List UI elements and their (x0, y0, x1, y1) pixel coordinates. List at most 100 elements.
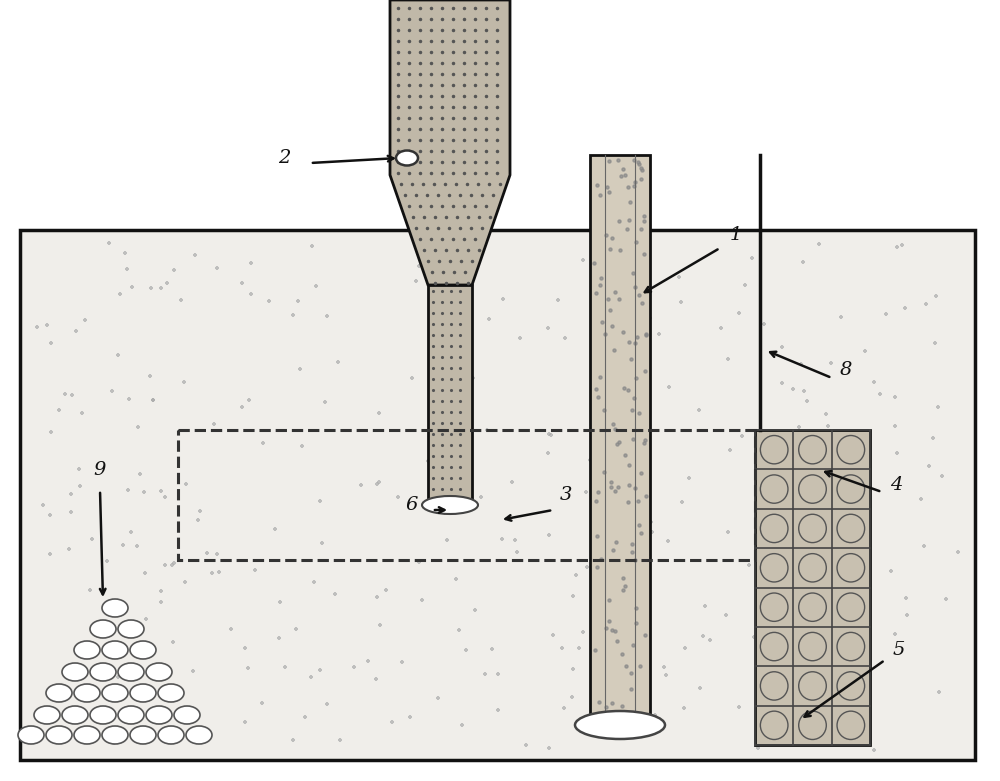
Point (578, 485, 594, 497)
Point (446, 326, 462, 338)
Point (604, 697, 620, 709)
Point (624, 546, 640, 558)
Point (590, 486, 606, 498)
Point (360, 654, 376, 667)
Point (615, 326, 631, 338)
Point (899, 608, 915, 621)
Point (490, 668, 506, 680)
Point (623, 683, 639, 695)
Point (138, 612, 154, 625)
Point (153, 596, 169, 608)
Point (591, 696, 607, 708)
Point (611, 293, 627, 305)
Point (798, 738, 814, 751)
Point (620, 181, 636, 194)
Point (611, 465, 627, 478)
Bar (590, 155, 650, 715)
Point (589, 561, 605, 573)
Point (627, 482, 643, 494)
Point (159, 276, 175, 289)
Point (630, 252, 646, 265)
Point (894, 239, 910, 251)
Point (615, 162, 631, 175)
Point (621, 214, 637, 226)
Ellipse shape (118, 706, 144, 724)
Point (857, 507, 873, 519)
Point (796, 385, 812, 398)
Point (484, 643, 500, 655)
Point (292, 363, 308, 376)
Ellipse shape (90, 706, 116, 724)
Point (617, 449, 633, 462)
Point (602, 304, 618, 316)
Point (643, 515, 659, 528)
Point (801, 722, 817, 735)
Point (411, 555, 427, 568)
Point (166, 557, 182, 569)
Point (593, 553, 609, 565)
Point (39, 319, 55, 331)
Point (272, 596, 288, 608)
Point (579, 561, 595, 573)
Point (627, 176, 643, 188)
Point (164, 558, 180, 571)
Ellipse shape (102, 599, 128, 617)
Point (153, 282, 169, 294)
Point (618, 660, 634, 672)
Point (741, 558, 757, 571)
Text: 8: 8 (840, 361, 852, 379)
Point (702, 633, 718, 646)
Point (495, 293, 511, 305)
Point (628, 372, 644, 384)
Point (57, 387, 73, 400)
Point (627, 337, 643, 349)
Point (752, 501, 768, 513)
Point (132, 468, 148, 480)
Ellipse shape (62, 706, 88, 724)
Point (390, 491, 406, 504)
Point (634, 163, 650, 176)
Point (371, 476, 387, 488)
Point (277, 661, 293, 673)
Point (713, 322, 729, 334)
Point (575, 255, 591, 267)
Point (811, 237, 827, 250)
Point (673, 296, 689, 308)
Point (695, 630, 711, 643)
Point (462, 294, 478, 307)
Point (677, 642, 693, 654)
Point (751, 734, 767, 747)
Ellipse shape (146, 663, 172, 681)
Point (630, 494, 646, 507)
Point (597, 328, 613, 341)
Point (592, 189, 608, 201)
Point (112, 288, 128, 301)
Point (504, 476, 520, 488)
Point (887, 627, 903, 640)
Point (950, 545, 966, 558)
Point (774, 640, 790, 652)
Point (443, 305, 459, 318)
Ellipse shape (102, 641, 128, 659)
Point (883, 565, 899, 577)
Point (633, 173, 649, 185)
Point (72, 480, 88, 492)
Point (731, 701, 747, 714)
Point (607, 286, 623, 298)
Point (319, 697, 335, 710)
Point (629, 331, 645, 344)
Point (872, 387, 888, 400)
Point (586, 257, 602, 269)
Point (925, 432, 941, 444)
Bar (20, 230, 975, 760)
Point (178, 478, 194, 490)
Point (603, 476, 619, 488)
Point (106, 737, 122, 750)
Point (596, 404, 612, 416)
Point (137, 566, 153, 579)
Point (681, 472, 697, 484)
Point (63, 505, 79, 518)
Point (237, 642, 253, 654)
Point (243, 287, 259, 300)
Point (68, 324, 84, 337)
